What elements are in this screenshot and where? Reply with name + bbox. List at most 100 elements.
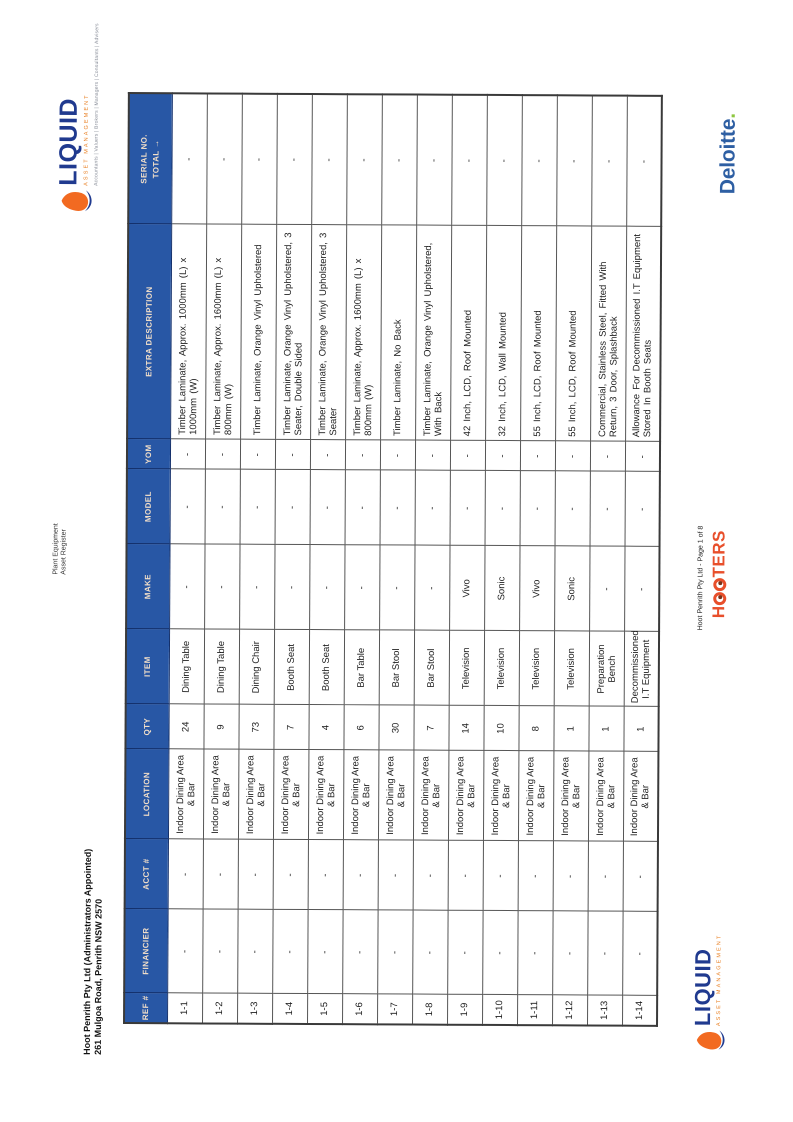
cell-extra: Timber Laminate, Approx. 1000mm (L) x 10… — [170, 224, 207, 440]
cell-qty: 8 — [518, 706, 554, 752]
cell-qty: 73 — [238, 704, 274, 750]
cell-model: - — [309, 470, 345, 546]
cell-financier: - — [622, 911, 658, 996]
column-header-label: LOCATION — [142, 771, 152, 817]
company-address: 261 Mulgoa Road, Penrith NSW 2570 — [92, 898, 104, 1055]
hooters-logo: H TERS — [709, 523, 730, 625]
cell-acct: - — [552, 841, 588, 912]
liquid-services-line: Accountants | Valuers | Brokers | Manage… — [93, 23, 101, 186]
table-row: 1-3- - Indoor Dining Area & Bar 73 Dining Ch… — [237, 93, 277, 1024]
cell-financier: - — [237, 909, 273, 994]
cell-ref: 1-6 — [342, 994, 378, 1025]
cell-ref: 1-14 — [622, 995, 658, 1026]
cell-qty: 4 — [308, 704, 344, 751]
column-header-item: ITEM — [125, 629, 170, 705]
cell-item: Booth Seat — [308, 630, 345, 706]
cell-extra: Timber Laminate, Orange Vinyl Upholstere… — [415, 225, 452, 441]
cell-serial: - — [451, 94, 487, 226]
cell-location: Indoor Dining Area & Bar — [622, 751, 659, 842]
cell-qty: 30 — [378, 705, 414, 751]
cell-financier: - — [482, 910, 518, 996]
cell-acct: - — [237, 839, 273, 910]
deloitte-green-dot: . — [716, 113, 740, 119]
cell-item: Bar Stool — [378, 630, 415, 706]
cell-model: - — [624, 471, 660, 547]
column-header-ref: REF # — [124, 993, 168, 1024]
cell-make: - — [344, 545, 380, 631]
cell-serial: - — [346, 94, 382, 226]
cell-qty: 7 — [413, 705, 449, 751]
column-header-label: MODEL — [143, 491, 154, 523]
cell-extra: Timber Laminate, No Back — [380, 225, 417, 441]
cell-make: Vivo — [519, 546, 555, 632]
cell-extra: Timber Laminate, Orange Vinyl Upholstere… — [275, 224, 312, 441]
cell-model: - — [169, 469, 205, 545]
column-header-label: FINANCIER — [141, 927, 151, 975]
table-row: 1-12- - Indoor Dining Area & Bar 1 Televisio… — [552, 95, 592, 1026]
cell-yom: - — [239, 439, 276, 470]
cell-make: - — [274, 544, 310, 630]
cell-financier: - — [517, 911, 553, 996]
column-header-location: LOCATION — [124, 749, 169, 840]
cell-yom: - — [204, 439, 241, 470]
table-row: 1-10- - Indoor Dining Area & Bar 10 Televisi… — [482, 94, 522, 1026]
cell-yom: - — [519, 441, 556, 472]
cell-yom: - — [589, 441, 626, 472]
liquid-logo-top: LIQUID ASSET MANAGEMENT Accountants | Va… — [54, 23, 101, 214]
cell-extra: Timber Laminate, Orange Vinyl Upholstere… — [240, 224, 277, 440]
cell-financier: - — [167, 909, 203, 994]
cell-item: Television — [483, 630, 520, 707]
cell-model: - — [449, 470, 485, 546]
cell-item: Dining Chair — [238, 629, 275, 705]
cell-ref: 1-1 — [167, 993, 203, 1024]
cell-serial: - — [556, 95, 592, 227]
cell-yom: - — [309, 440, 346, 471]
table-row: 1-11- - Indoor Dining Area & Bar 8 Televisio… — [517, 95, 557, 1026]
cell-model: - — [589, 471, 625, 547]
cell-financier: - — [587, 911, 623, 996]
cell-qty: 1 — [588, 706, 624, 752]
cell-extra: Timber Laminate, Approx. 1600mm (L) x 80… — [205, 224, 242, 440]
table-row: 1-7- - Indoor Dining Area & Bar 30 Bar Stool… — [377, 94, 417, 1025]
cell-serial: - — [626, 95, 662, 227]
cell-ref: 1-2 — [202, 993, 238, 1024]
cell-model: - — [204, 469, 240, 545]
cell-location: Indoor Dining Area & Bar — [517, 751, 554, 842]
cell-financier: - — [377, 910, 413, 995]
cell-item: Bar Stool — [413, 630, 450, 706]
cell-extra: Allowance For Decommissioned I.T Equipme… — [625, 226, 662, 442]
column-header-label: EXTRA DESCRIPTION — [144, 286, 155, 377]
cell-item: Dining Table — [168, 629, 205, 705]
cell-yom: - — [414, 440, 451, 471]
cell-extra: Timber Laminate, Orange Vinyl Upholstere… — [310, 225, 347, 441]
cell-qty: 9 — [203, 704, 239, 750]
cell-qty: 6 — [343, 705, 379, 751]
cell-model: - — [519, 471, 555, 547]
cell-acct: - — [307, 839, 343, 911]
cell-acct: - — [482, 840, 518, 912]
cell-location: Indoor Dining Area & Bar — [342, 750, 379, 841]
cell-acct: - — [622, 841, 658, 912]
liquid-wordmark: LIQUID — [690, 948, 716, 1027]
cell-extra: 55 Inch, LCD, Roof Mounted — [555, 226, 592, 442]
column-header-acct: ACCT # — [124, 839, 168, 910]
cell-make: - — [379, 545, 415, 631]
cell-qty: 1 — [553, 706, 589, 752]
deloitte-logo: Deloitte. — [716, 113, 740, 194]
cell-yom: - — [484, 440, 521, 472]
cell-make: Sonic — [554, 546, 590, 632]
cell-item: Booth Seat — [273, 629, 310, 705]
cell-acct: - — [587, 841, 623, 912]
cell-yom: - — [379, 440, 416, 471]
cell-serial: - — [486, 94, 522, 227]
cell-make: - — [204, 544, 240, 630]
column-header-model: MODEL — [126, 469, 170, 545]
table-row: 1-1- - Indoor Dining Area & Bar 24 Dining Ta… — [167, 93, 207, 1024]
cell-location: Indoor Dining Area & Bar — [237, 749, 274, 840]
cell-location: Indoor Dining Area & Bar — [552, 751, 589, 842]
cell-qty: 14 — [448, 705, 484, 751]
liquid-tagline: ASSET MANAGEMENT — [83, 93, 90, 186]
column-header-sublabel: TOTAL → — [151, 139, 161, 179]
cell-make: Sonic — [484, 545, 520, 632]
hooters-letters-after: TERS — [709, 530, 729, 578]
